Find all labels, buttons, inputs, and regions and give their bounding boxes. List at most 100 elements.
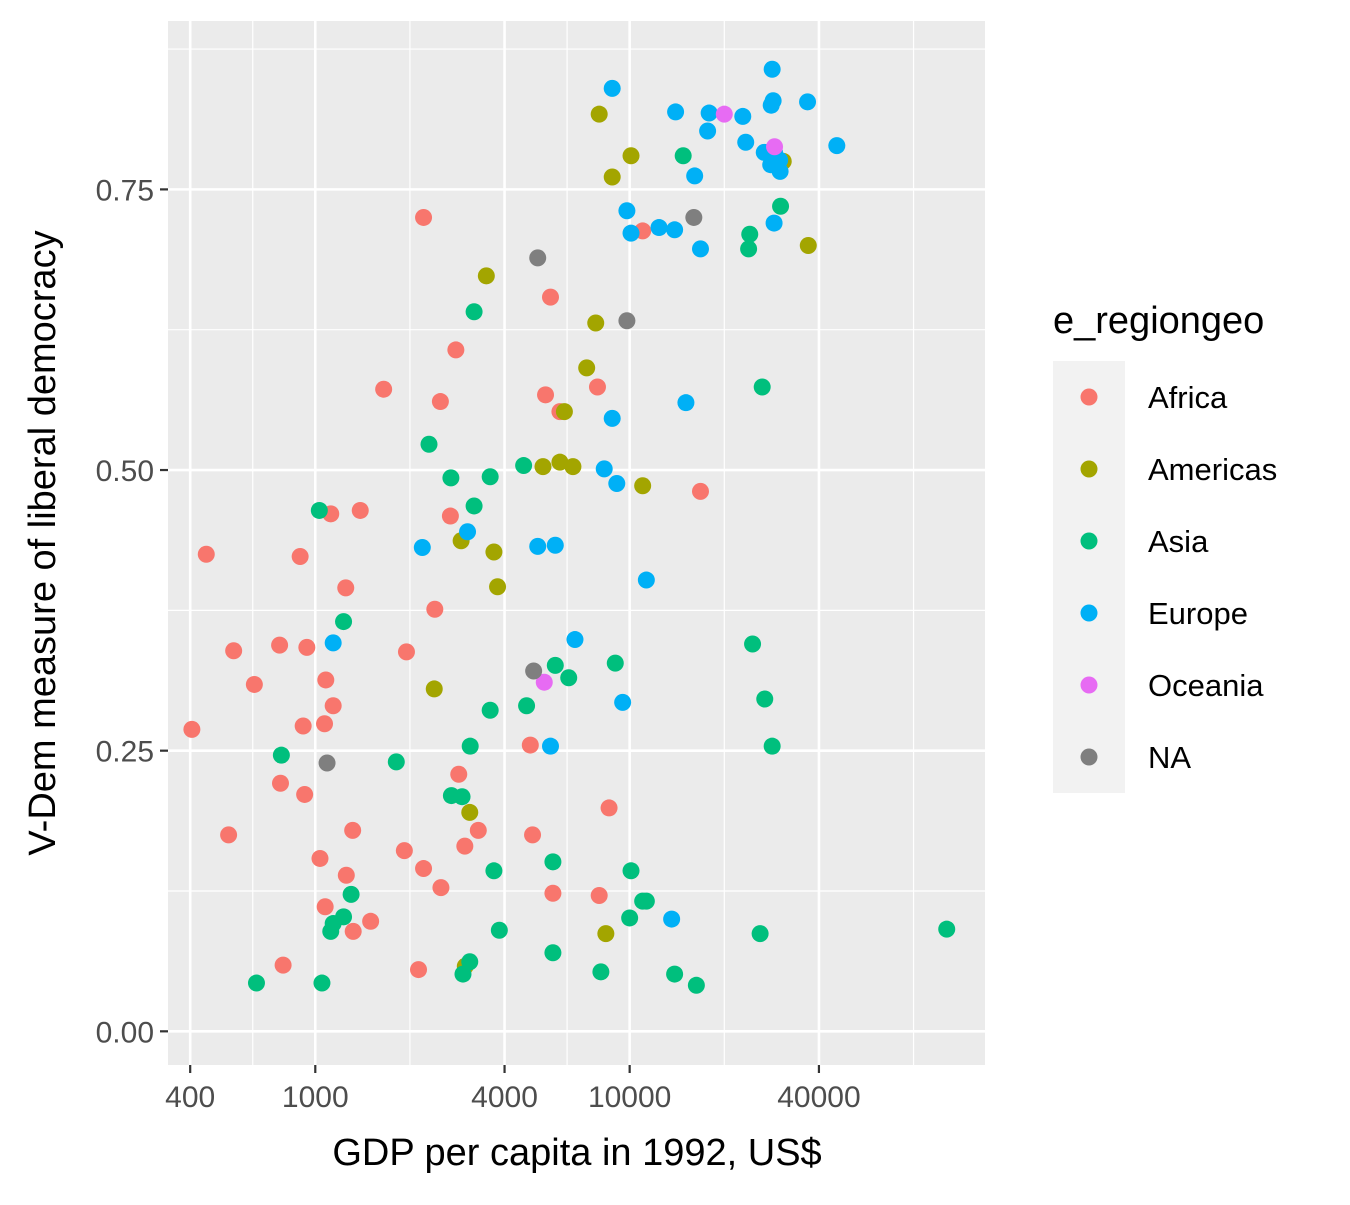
point-asia — [544, 944, 562, 962]
point-oceania — [715, 105, 733, 123]
point-europe — [650, 219, 668, 237]
point-africa — [524, 826, 542, 844]
point-asia — [772, 197, 790, 215]
point-asia — [544, 853, 562, 871]
point-na — [618, 312, 636, 330]
point-asia — [666, 965, 684, 983]
point-africa — [362, 912, 380, 930]
point-africa — [590, 886, 608, 904]
point-africa — [521, 736, 539, 754]
point-asia — [461, 737, 479, 755]
point-africa — [220, 826, 238, 844]
point-asia — [606, 654, 624, 672]
point-asia — [335, 613, 353, 631]
point-africa — [537, 386, 555, 404]
point-europe — [666, 221, 684, 239]
point-africa — [337, 579, 355, 597]
point-asia — [546, 656, 564, 674]
point-na — [529, 249, 547, 267]
point-asia — [247, 974, 265, 992]
point-americas — [634, 477, 652, 495]
point-europe — [799, 93, 817, 111]
point-asia — [490, 921, 508, 939]
y-tick-label: 0.75 — [96, 174, 154, 207]
legend-key-asia — [1080, 532, 1098, 550]
point-europe — [828, 137, 846, 155]
point-africa — [316, 898, 334, 916]
point-europe — [771, 162, 789, 180]
point-africa — [415, 860, 433, 878]
point-africa — [183, 720, 201, 738]
point-africa — [197, 545, 215, 563]
point-americas — [461, 803, 479, 821]
point-europe — [667, 103, 685, 121]
point-asia — [465, 497, 483, 515]
point-europe — [637, 571, 655, 589]
legend-title: e_regiongeo — [1053, 300, 1264, 342]
legend-key-background — [1053, 361, 1125, 793]
point-africa — [344, 821, 362, 839]
point-europe — [566, 631, 584, 649]
panel-background — [168, 21, 985, 1065]
x-axis: 400 1000 4000 10000 40000 — [165, 1065, 861, 1114]
point-asia — [481, 468, 499, 486]
point-africa — [441, 507, 459, 525]
point-europe — [765, 214, 783, 232]
point-africa — [317, 671, 335, 689]
y-tick-label: 0.00 — [96, 1016, 154, 1049]
point-africa — [225, 642, 243, 660]
point-oceania — [535, 673, 553, 691]
point-africa — [456, 837, 474, 855]
point-africa — [450, 765, 468, 783]
point-africa — [294, 717, 312, 735]
legend-key-na — [1080, 748, 1098, 766]
point-africa — [431, 393, 449, 411]
x-tick-label: 1000 — [282, 1081, 349, 1114]
point-africa — [324, 697, 342, 715]
point-africa — [600, 799, 618, 817]
point-europe — [699, 122, 717, 140]
point-africa — [432, 879, 450, 897]
legend-label-europe: Europe — [1148, 596, 1248, 631]
point-asia — [751, 925, 769, 943]
point-africa — [316, 715, 334, 733]
point-asia — [634, 892, 652, 910]
point-europe — [700, 104, 718, 122]
point-asia — [763, 737, 781, 755]
y-axis-title: V-Dem measure of liberal democracy — [22, 230, 64, 855]
point-europe — [691, 240, 709, 258]
legend-label-na: NA — [1148, 740, 1191, 775]
legend-key-americas — [1080, 460, 1098, 478]
point-africa — [544, 884, 562, 902]
point-europe — [608, 475, 626, 493]
point-africa — [415, 208, 433, 226]
point-na — [685, 208, 703, 226]
point-europe — [677, 394, 695, 412]
point-asia — [310, 501, 328, 519]
points-layer — [183, 60, 956, 994]
point-americas — [564, 458, 582, 476]
x-axis-title: GDP per capita in 1992, US$ — [332, 1132, 821, 1174]
point-europe — [603, 409, 621, 427]
point-africa — [245, 675, 263, 693]
point-asia — [753, 378, 771, 396]
point-asia — [741, 225, 759, 243]
legend-label-oceania: Oceania — [1148, 668, 1264, 703]
point-africa — [410, 961, 428, 979]
point-na — [525, 662, 543, 680]
point-africa — [469, 821, 487, 839]
point-africa — [541, 288, 559, 306]
point-africa — [271, 774, 289, 792]
legend-items: Africa Americas Asia Europe Oceania NA — [1080, 380, 1277, 775]
point-americas — [799, 237, 817, 255]
point-asia — [756, 690, 774, 708]
point-europe — [618, 202, 636, 220]
point-americas — [425, 680, 443, 698]
point-africa — [296, 785, 314, 803]
point-africa — [271, 636, 289, 654]
point-asia — [342, 885, 360, 903]
point-africa — [395, 842, 413, 860]
point-africa — [344, 922, 362, 940]
point-europe — [622, 224, 640, 242]
